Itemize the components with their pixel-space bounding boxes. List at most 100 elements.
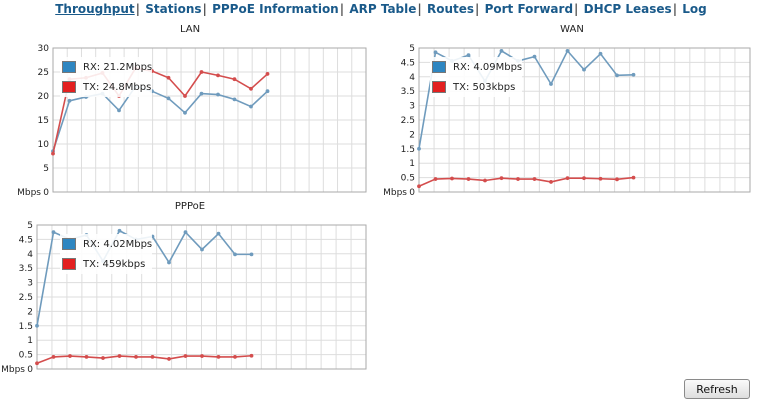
wan-chart-legend: RX: 4.09Mbps TX: 503kbps xyxy=(430,57,523,97)
wan-rx-data-point xyxy=(466,53,471,58)
lan-tx-data-point xyxy=(199,70,204,74)
lan-tx-data-point xyxy=(249,86,253,91)
wan-rx-data-point xyxy=(598,51,603,56)
nav-log[interactable]: Log xyxy=(682,2,707,16)
pppoe-y-tick-label: 2 xyxy=(27,307,33,317)
lan-plot-frame xyxy=(52,47,367,193)
nav-separator: | xyxy=(574,2,579,16)
pppoe-y-tick-label: 2.5 xyxy=(19,293,33,303)
lan-legend-tx-label: TX: 24.8Mbps xyxy=(83,81,152,93)
nav-throughput[interactable]: Throughput xyxy=(55,2,135,16)
pppoe-chart-title: PPPoE xyxy=(174,201,206,212)
pppoe-tx-data-point xyxy=(134,355,138,359)
lan-rx-data-point xyxy=(249,104,253,109)
tx-color-swatch xyxy=(432,81,446,93)
lan-rx-data-point xyxy=(183,110,187,115)
wan-legend-tx-label: TX: 503kbps xyxy=(453,81,516,93)
lan-tx-data-point xyxy=(51,151,55,156)
wan-rx-data-point xyxy=(417,146,421,151)
pppoe-legend-rx: RX: 4.02Mbps xyxy=(60,234,152,254)
pppoe-rx-data-point xyxy=(117,228,122,233)
nav-separator: | xyxy=(135,2,141,16)
pppoe-tx-data-point xyxy=(84,355,89,359)
nav-dhcp-leases[interactable]: DHCP Leases xyxy=(583,2,672,16)
pppoe-tx-series-line xyxy=(36,354,252,364)
pppoe-tx-data-point xyxy=(167,357,171,361)
lan-rx-data-point xyxy=(232,97,237,102)
wan-tx-data-point xyxy=(516,177,520,181)
lan-rx-data-point xyxy=(216,92,220,97)
pppoe-rx-data-point xyxy=(233,252,237,257)
lan-y-axis-unit: Mbps xyxy=(17,188,41,198)
wan-rx-data-point xyxy=(499,48,504,53)
lan-y-tick-label: 30 xyxy=(38,44,50,54)
pppoe-rx-data-point xyxy=(183,230,188,235)
lan-rx-data-point xyxy=(117,108,121,113)
pppoe-y-tick-label: 3.5 xyxy=(19,264,33,274)
wan-legend-rx: RX: 4.09Mbps xyxy=(430,57,522,77)
wan-rx-data-point xyxy=(631,72,636,77)
tx-color-swatch xyxy=(62,258,76,270)
wan-y-tick-label: 3.5 xyxy=(401,87,415,97)
wan-rx-data-point xyxy=(532,54,537,59)
lan-y-tick-label: 20 xyxy=(38,92,50,102)
rx-color-swatch xyxy=(62,61,76,73)
nav-stations[interactable]: Stations xyxy=(145,2,202,16)
nav-separator: | xyxy=(417,2,422,16)
wan-y-tick-label: 4 xyxy=(409,73,415,83)
wan-tx-data-point xyxy=(565,176,570,181)
wan-tx-data-point xyxy=(417,184,421,189)
refresh-button[interactable]: Refresh xyxy=(684,379,750,399)
lan-y-tick-label: 5 xyxy=(43,164,49,174)
pppoe-y-tick-label: 1 xyxy=(27,336,33,346)
wan-tx-data-point xyxy=(615,177,619,182)
lan-y-tick-label: 15 xyxy=(38,116,49,126)
pppoe-tx-data-point xyxy=(216,355,221,359)
lan-rx-data-point xyxy=(199,91,204,96)
wan-y-tick-label: 1 xyxy=(409,159,415,169)
pppoe-plot-frame xyxy=(36,224,367,370)
nav-port-forward[interactable]: Port Forward xyxy=(484,2,574,16)
wan-legend-rx-label: RX: 4.09Mbps xyxy=(453,61,523,73)
wan-rx-data-point xyxy=(549,82,553,86)
nav-arp-table[interactable]: ARP Table xyxy=(349,2,417,16)
wan-tx-data-point xyxy=(450,176,454,181)
wan-tx-data-point xyxy=(483,178,487,183)
pppoe-rx-data-point xyxy=(51,230,56,235)
wan-chart-title: WAN xyxy=(560,24,584,35)
lan-tx-data-point xyxy=(183,94,187,98)
rx-color-swatch xyxy=(62,238,76,250)
nav-pppoe-information[interactable]: PPPoE Information xyxy=(212,2,339,16)
wan-tx-data-point xyxy=(499,176,504,181)
lan-chart-panel: LAN 0 5 10 15 20 25 30 Mbps RX: 21.2Mbps TX: 24… xyxy=(0,24,380,198)
pppoe-rx-data-point xyxy=(216,231,221,236)
wan-y-tick-label: 1.5 xyxy=(401,145,415,155)
wan-tx-data-point xyxy=(631,175,636,180)
lan-chart-legend: RX: 21.2Mbps TX: 24.8Mbps xyxy=(60,57,153,97)
pppoe-legend-tx: TX: 459kbps xyxy=(60,254,152,274)
lan-legend-tx: TX: 24.8Mbps xyxy=(60,77,152,97)
nav-separator: | xyxy=(202,2,207,16)
pppoe-chart: 0 0.5 1 1.5 2 2.5 3 3.5 4 4.5 5 Mbps xyxy=(1,221,367,375)
wan-tx-data-point xyxy=(466,177,471,181)
lan-tx-data-point xyxy=(216,73,220,78)
wan-tx-series-line xyxy=(418,176,634,187)
pppoe-legend-rx-label: RX: 4.02Mbps xyxy=(83,238,153,250)
nav-routes[interactable]: Routes xyxy=(426,2,475,16)
wan-tx-data-point xyxy=(532,177,537,181)
wan-y-tick-label: 2 xyxy=(409,130,415,140)
pppoe-y-tick-label: 5 xyxy=(27,221,33,231)
nav-separator: | xyxy=(672,2,678,16)
lan-rx-data-point xyxy=(265,89,270,94)
wan-y-tick-label: 4.5 xyxy=(401,58,415,68)
wan-tx-data-point xyxy=(598,176,603,181)
lan-rx-data-point xyxy=(166,96,171,101)
pppoe-chart-panel: PPPoE 0 0.5 1 1.5 2 2.5 3 3.5 4 4.5 5 Mbps RX: 4.02… xyxy=(0,201,380,375)
lan-tx-data-point xyxy=(265,72,270,76)
wan-tx-data-point xyxy=(433,177,438,181)
wan-rx-data-point xyxy=(615,73,619,78)
pppoe-legend-tx-label: TX: 459kbps xyxy=(83,258,146,270)
lan-y-tick-label: 25 xyxy=(38,68,49,78)
wan-tx-data-point xyxy=(549,180,553,184)
tx-color-swatch xyxy=(62,81,76,93)
